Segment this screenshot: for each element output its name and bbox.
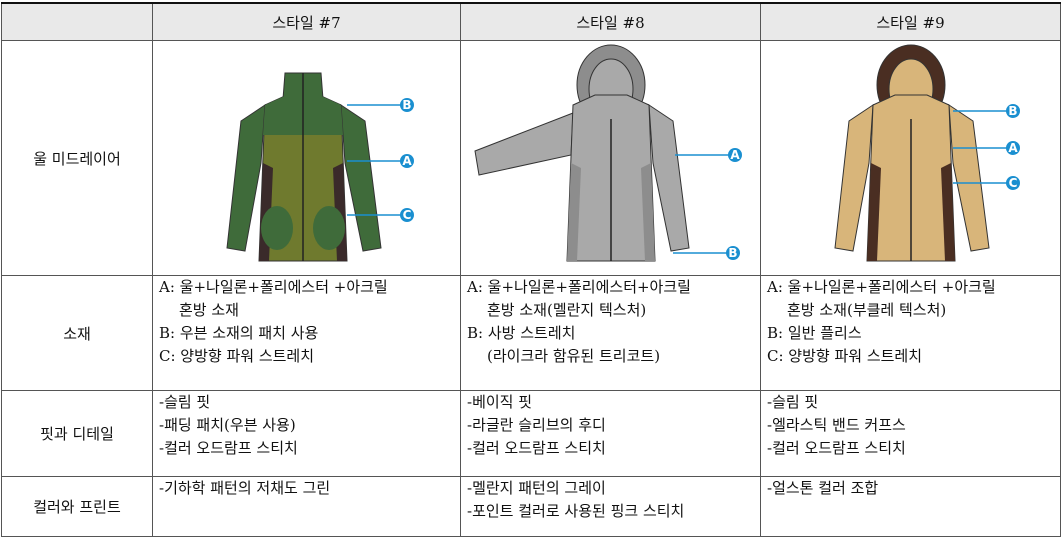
callout-label: A [402,154,412,168]
cell-line: -컬러 오드람프 스티치 [159,439,298,457]
cell-line: B: 일반 플리스 [767,324,862,342]
cell-line: -엘라스틱 밴드 커프스 [767,416,906,434]
cell-line: -컬러 오드람프 스티치 [467,439,606,457]
callout-badge [1006,141,1020,155]
left-sleeve [226,104,266,252]
cell-line: -라글란 슬리브의 후디 [467,416,606,434]
pocket-left [261,206,293,250]
column-header: 스타일 #7 [152,2,461,41]
header-row: 스타일 #7 스타일 #8 스타일 #9 [1,2,1061,41]
pocket-right [313,206,345,250]
spec-cell: -멜란지 패턴의 그레이 -포인트 컬러로 사용된 핑크 스티치 [460,476,761,537]
image-row: 울 미드레이어 B A C A B B A C [1,40,1061,276]
right-sleeve [648,104,690,252]
cell-line: -패딩 패치(우븐 사용) [159,416,296,434]
side-panel-right [641,163,655,261]
jacket-illustration: B A C [226,72,414,262]
cell-line: -베이직 핏 [467,393,533,411]
row-label: 소재 [1,275,153,391]
spec-cell: -얼스톤 컬러 조합 [760,476,1061,537]
column-header: 스타일 #9 [760,2,1061,41]
callout-badge [726,246,740,260]
side-panel-right [941,163,955,261]
callout-label: B [1008,104,1017,118]
callout-label: A [1008,141,1018,155]
cell-line: -기하학 패턴의 저채도 그린 [159,479,331,497]
callout-badge [400,208,414,222]
spec-cell: -슬림 핏 -패딩 패치(우븐 사용) -컬러 오드람프 스티치 [152,390,461,477]
callout-label: A [730,148,740,162]
cell-line: 혼방 소재(멜란지 텍스처) [487,301,647,319]
callout-label: C [403,208,412,222]
cell-line: A: 울+나일론+폴리에스터 +아크릴 [159,278,388,296]
left-arm [474,112,574,176]
cell-line: C: 양방향 파워 스트레치 [767,347,923,365]
side-panel-left [867,163,881,261]
callout-label: C [1009,176,1018,190]
cell-line: A: 울+나일론+폴리에스터 +아크릴 [767,278,996,296]
callout-badge [728,148,742,162]
right-sleeve [340,104,382,252]
side-panel-left [567,163,581,261]
cell-line: -슬림 핏 [767,393,819,411]
jacket-illustration: AB [474,44,742,262]
spec-cell: -슬림 핏 -엘라스틱 밴드 커프스 -컬러 오드람프 스티치 [760,390,1061,477]
cell-line: 혼방 소재(부클레 텍스처) [787,301,947,319]
column-header: 스타일 #8 [460,2,761,41]
callout-badge [400,154,414,168]
spec-row: 핏과 디테일 -슬림 핏 -패딩 패치(우븐 사용) -컬러 오드람프 스티치 -베이직… [1,390,1061,477]
image-cell: B A C [152,40,461,276]
row-label: 컬러와 프린트 [1,476,153,537]
right-sleeve [948,104,990,252]
cell-line: C: 양방향 파워 스트레치 [159,347,315,365]
cell-line: B: 사방 스트레치 [467,324,576,342]
cell-line: A: 울+나일론+폴리에스터+아크릴 [467,278,691,296]
callout-badge [400,98,414,112]
left-sleeve [834,104,874,252]
row-label: 핏과 디테일 [1,390,153,477]
spec-cell: -기하학 패턴의 저채도 그린 [152,476,461,537]
callout-label: B [402,98,411,112]
callout-label: B [728,246,737,260]
cell-line: -멜란지 패턴의 그레이 [467,479,606,497]
cell-line: (라이크라 함유된 트리코트) [487,347,661,365]
image-cell: B A C [760,40,1061,276]
cell-line: -포인트 컬러로 사용된 핑크 스티치 [467,502,685,520]
spec-cell: -베이직 핏 -라글란 슬리브의 후디 -컬러 오드람프 스티치 [460,390,761,477]
cell-line: 혼방 소재 [179,301,239,319]
cell-line: -컬러 오드람프 스티치 [767,439,906,457]
callout-badge [1006,176,1020,190]
jacket-illustration: B A C [834,44,1020,262]
cell-line: B: 우븐 소재의 패치 사용 [159,324,319,342]
callout-badge [1006,104,1020,118]
cell-line: -슬림 핏 [159,393,211,411]
spec-row: 컬러와 프린트 -기하학 패턴의 저채도 그린 -멜란지 패턴의 그레이 -포인트 컬… [1,476,1061,537]
cell-line: -얼스톤 컬러 조합 [767,479,879,497]
corner-cell [1,2,153,41]
row-label: 울 미드레이어 [1,40,153,276]
